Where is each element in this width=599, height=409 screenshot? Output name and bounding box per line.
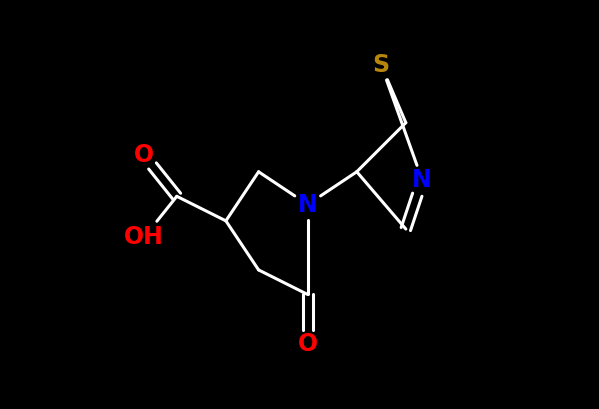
Text: OH: OH (124, 225, 164, 249)
Text: S: S (373, 54, 390, 77)
Text: N: N (412, 168, 432, 192)
Text: N: N (298, 193, 317, 216)
Text: O: O (134, 144, 154, 167)
Text: O: O (298, 332, 317, 355)
